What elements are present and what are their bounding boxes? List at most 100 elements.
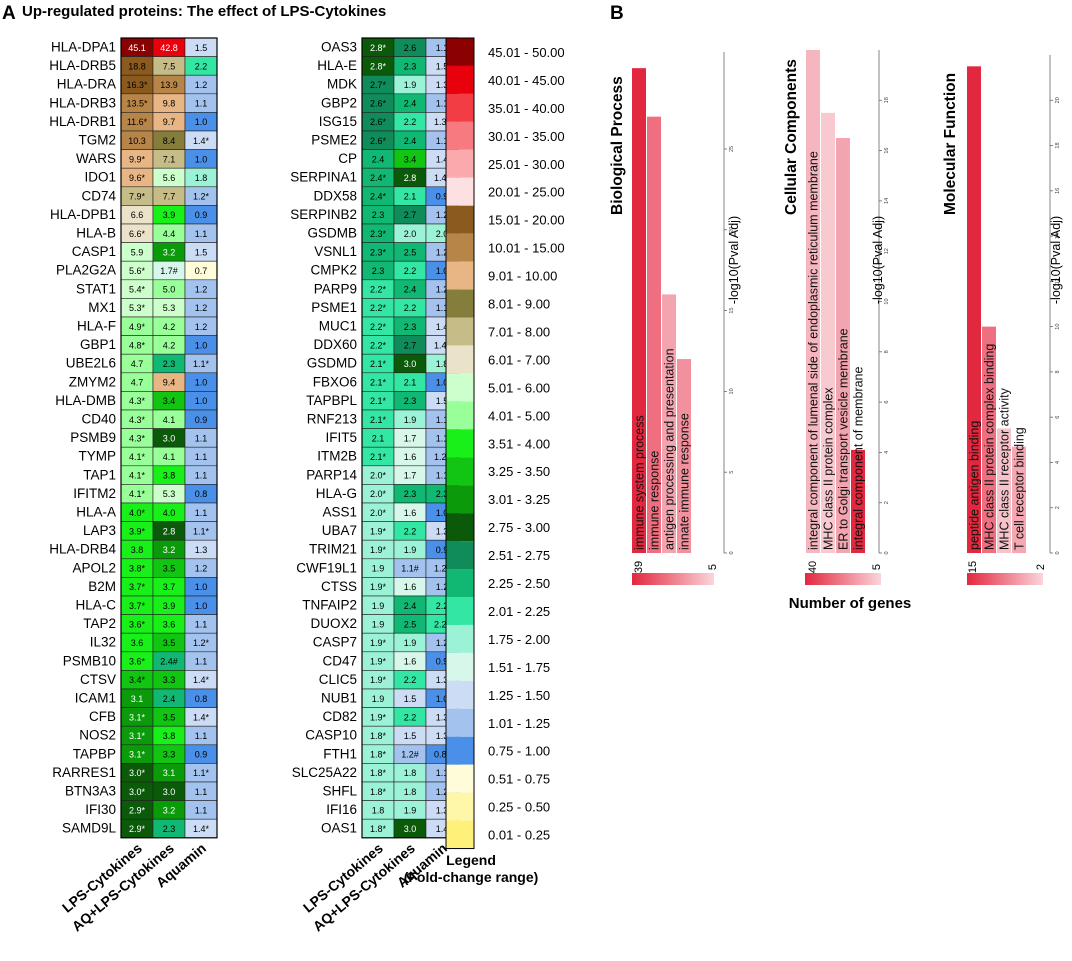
legend-label: 8.01 - 9.00	[488, 297, 550, 312]
y-tick-label: 20	[1055, 97, 1061, 103]
cell-value: 2.4#	[160, 657, 178, 667]
cell-value: 1.1	[195, 433, 208, 443]
legend-swatch	[446, 317, 474, 346]
y-tick-label: 12	[884, 248, 890, 254]
row-label: CLIC5	[319, 672, 357, 687]
chart-title: Molecular Function	[942, 73, 959, 215]
y-tick-label: 18	[1055, 142, 1061, 148]
cell-value: 1.4*	[193, 136, 210, 146]
legend-label: 0.25 - 0.50	[488, 800, 550, 815]
cell-value: 1.2*	[193, 638, 210, 648]
cell-value: 2.2	[404, 526, 417, 536]
cell-value: 2.4*	[370, 173, 387, 183]
bar-label: ER to Golgi transport vesicle membrane	[837, 328, 851, 550]
cell-value: 5.3	[163, 489, 176, 499]
y-tick-label: 8	[884, 350, 890, 353]
y-tick-label: 10	[1055, 324, 1061, 330]
bar-label: innate immune response	[678, 413, 692, 550]
cell-value: 2.3	[404, 489, 417, 499]
cell-value: 2.2	[404, 266, 417, 276]
y-tick-label: 18	[884, 97, 890, 103]
row-label: HLA-DRB5	[49, 58, 116, 73]
cell-value: 1.1	[195, 229, 208, 239]
row-label: HLA-DPB1	[50, 207, 116, 222]
cell-value: 1.9	[404, 638, 417, 648]
cell-value: 2.7	[404, 210, 417, 220]
cell-value: 1.0	[436, 694, 449, 704]
cell-value: 1.3	[436, 805, 449, 815]
cell-value: 5.6*	[129, 266, 146, 276]
cell-value: 1.5	[436, 61, 449, 71]
chart-title: Biological Process	[609, 76, 626, 215]
cell-value: 1.0	[195, 154, 208, 164]
cell-value: 1.6	[404, 657, 417, 667]
y-tick-label: 5	[729, 471, 735, 474]
cell-value: 1.1#	[401, 564, 419, 574]
cell-value: 0.9	[436, 545, 449, 555]
cell-value: 3.8	[163, 471, 176, 481]
cell-value: 2.8*	[370, 43, 387, 53]
cell-value: 9.6*	[129, 173, 146, 183]
cell-value: 1.2	[195, 303, 208, 313]
cell-value: 2.5	[404, 619, 417, 629]
cell-value: 4.2	[163, 340, 176, 350]
cell-value: 3.4	[163, 396, 176, 406]
cell-value: 3.6	[163, 619, 176, 629]
y-tick-label: 8	[1055, 370, 1061, 373]
cell-value: 9.4	[163, 378, 176, 388]
cell-value: 4.3*	[129, 396, 146, 406]
row-label: CMPK2	[310, 263, 357, 278]
row-label: IFI16	[326, 802, 357, 817]
cell-value: 2.8*	[370, 61, 387, 71]
cell-value: 4.4	[163, 229, 176, 239]
cell-value: 3.8	[163, 731, 176, 741]
row-label: CD82	[322, 709, 357, 724]
row-label: HLA-DRB1	[49, 114, 116, 129]
cell-value: 2.4	[404, 285, 417, 295]
cell-value: 2.2	[436, 601, 449, 611]
legend-label: 2.01 - 2.25	[488, 604, 550, 619]
row-label: HLA-DRB3	[49, 95, 116, 110]
panel-a-title: Up-regulated proteins: The effect of LPS…	[22, 3, 386, 20]
cell-value: 4.8*	[129, 340, 146, 350]
cell-value: 3.1	[131, 694, 144, 704]
cell-value: 1.1	[436, 99, 449, 109]
cell-value: 1.2	[436, 787, 449, 797]
cell-value: 2.2	[404, 675, 417, 685]
bar-label: integral component of lumenal side of en…	[807, 151, 821, 550]
cell-value: 2.3	[404, 61, 417, 71]
legend-swatch	[446, 373, 474, 402]
legend-label: 5.01 - 6.00	[488, 380, 550, 395]
legend-swatch	[446, 289, 474, 318]
y-tick-label: 10	[729, 388, 735, 394]
cell-value: 1.5	[404, 694, 417, 704]
cell-value: 3.7	[163, 582, 176, 592]
cell-value: 2.3	[163, 824, 176, 834]
legend-swatch	[446, 65, 474, 94]
row-label: STAT1	[76, 281, 116, 296]
row-label: CD74	[81, 188, 116, 203]
row-label: PSME1	[311, 300, 357, 315]
row-label: ASS1	[322, 505, 357, 520]
cell-value: 1.1	[436, 433, 449, 443]
row-label: CFB	[89, 709, 116, 724]
legend-swatch	[446, 680, 474, 709]
cell-value: 2.1	[404, 378, 417, 388]
cell-value: 3.3	[163, 675, 176, 685]
cell-value: 1.9	[404, 805, 417, 815]
cell-value: 1.9	[372, 564, 385, 574]
cell-value: 2.4	[404, 99, 417, 109]
row-label: SHFL	[322, 784, 357, 799]
cell-value: 3.9*	[129, 526, 146, 536]
row-label: GBP2	[321, 95, 357, 110]
cell-value: 3.9	[163, 601, 176, 611]
row-label: PSMB9	[70, 430, 116, 445]
cell-value: 2.6*	[370, 117, 387, 127]
cell-value: 1.3	[195, 545, 208, 555]
legend-label: 4.01 - 5.00	[488, 408, 550, 423]
cell-value: 42.8	[160, 43, 178, 53]
cell-value: 3.0	[163, 433, 176, 443]
cell-value: 2.6	[404, 43, 417, 53]
row-label: IFIT5	[325, 430, 357, 445]
legend-swatch	[446, 457, 474, 486]
